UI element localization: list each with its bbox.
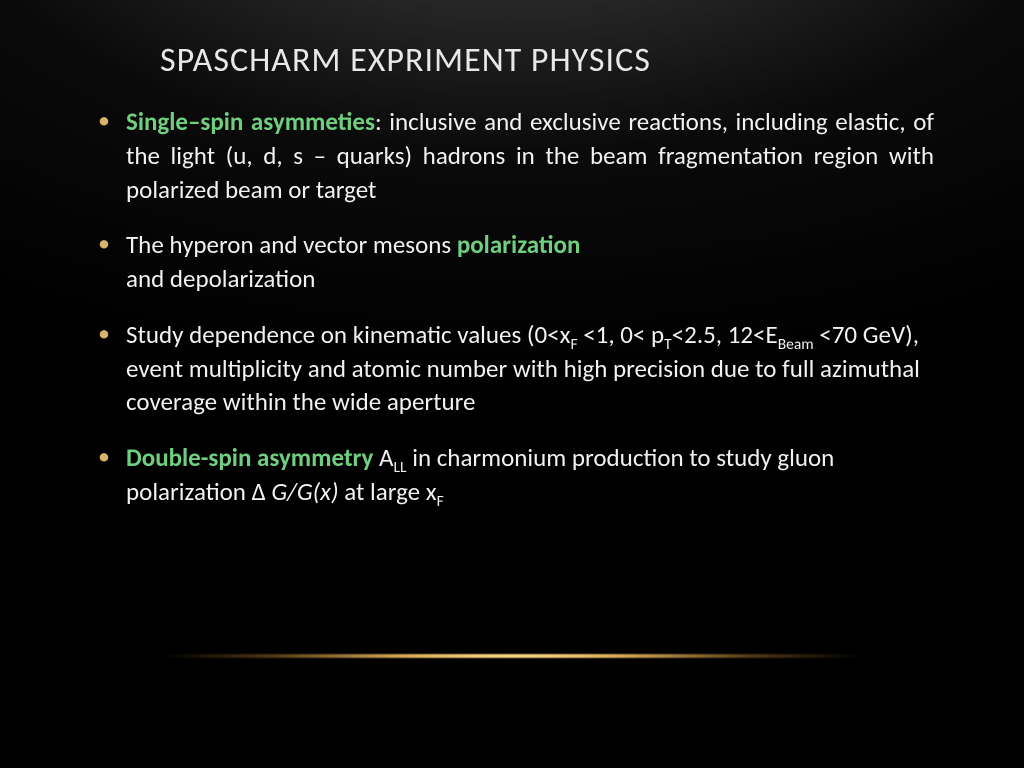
bullet-kinematics: Study dependence on kinematic values (0<… <box>90 318 934 419</box>
highlight-text: polarization <box>457 229 581 260</box>
bullet-single-spin: Single–spin asymmeties: inclusive and ex… <box>90 105 934 206</box>
body-text: and depolarization <box>126 263 315 294</box>
bullet-polarization: The hyperon and vector mesons polarizati… <box>90 228 934 296</box>
subscript: F <box>437 492 444 511</box>
body-text: Δ <box>252 476 266 507</box>
body-text: <1, 0< p <box>578 319 665 350</box>
slide: SPASCHARM EXPRIMENT PHYSICS Single–spin … <box>0 0 1024 509</box>
highlight-text: Single–spin asymmeties <box>126 106 375 137</box>
slide-title: SPASCHARM EXPRIMENT PHYSICS <box>160 40 934 81</box>
decorative-underline <box>70 654 954 658</box>
bullet-double-spin: Double-spin asymmetry ALL in charmonium … <box>90 441 934 509</box>
italic-text: G/G(x) <box>266 476 339 507</box>
body-text: Study dependence on kinematic values (0<… <box>126 319 570 350</box>
body-text: A <box>373 442 393 473</box>
body-text: at large x <box>339 476 437 507</box>
subscript: F <box>570 335 577 354</box>
body-text: The hyperon and vector mesons <box>126 229 457 260</box>
body-text: <2.5, 12<E <box>672 319 778 350</box>
subscript: T <box>664 335 672 354</box>
highlight-text: Double-spin asymmetry <box>126 442 373 473</box>
subscript: Beam <box>778 335 814 354</box>
subscript: LL <box>394 458 407 477</box>
bullet-list: Single–spin asymmeties: inclusive and ex… <box>90 105 934 509</box>
